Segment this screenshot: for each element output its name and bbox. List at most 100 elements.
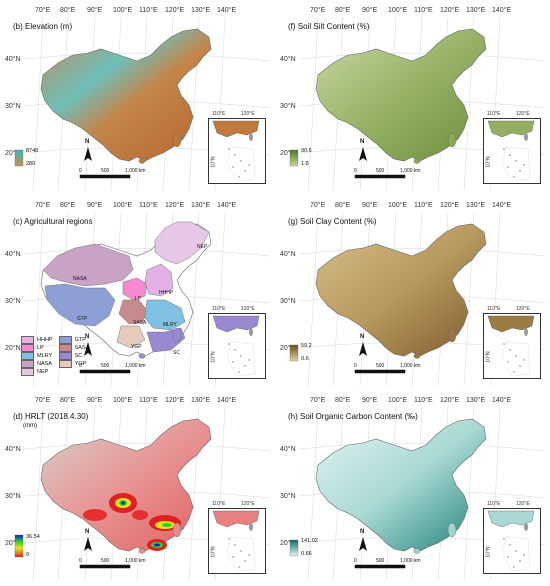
scale-label: 1,000 km — [400, 363, 421, 369]
scale-label: 500 — [376, 558, 385, 564]
panel-title: (g) Soil Clay Content (%) — [288, 217, 377, 226]
region-label: HHHP — [159, 290, 174, 296]
north-arrow-icon — [359, 342, 367, 356]
scale-label: 0 — [79, 558, 82, 564]
latitude-label: 40°N — [280, 56, 296, 63]
longitude-label: 80°E — [335, 7, 351, 14]
longitude-label: 80°E — [60, 202, 76, 209]
longitude-label: 70°E — [35, 7, 51, 14]
longitude-label: 140°E — [217, 7, 237, 14]
latitude-label: 40°N — [280, 446, 296, 453]
scale-label: 500 — [376, 363, 385, 369]
longitude-label: 120°E — [440, 7, 460, 14]
longitude-label: 80°E — [335, 397, 351, 404]
longitude-label: 130°E — [191, 7, 211, 14]
scale-label: 500 — [376, 168, 385, 174]
island-shape — [172, 132, 182, 148]
scale-label: 500 — [101, 168, 110, 174]
south-china-sea-inset: 110°E 120°E 10°N — [208, 501, 266, 574]
latitude-label: 30°N — [280, 493, 296, 500]
north-arrow-icon — [359, 147, 367, 161]
legend-max-value: 141.02 — [301, 538, 318, 544]
longitude-label: 100°E — [113, 202, 133, 209]
region-swatch — [58, 352, 72, 360]
legend-colorbar — [289, 539, 299, 557]
latitude-label: 20°N — [280, 150, 296, 157]
longitude-label: 110°E — [414, 397, 433, 404]
region-legend: HHHP GTP LP SASA MLRY SC NASA YGP NEP — [21, 336, 89, 376]
scale-label: 0 — [354, 168, 357, 174]
latitude-label: 40°N — [5, 56, 21, 63]
inset-lon-label: 120°E — [516, 501, 530, 507]
region-label: GTP — [77, 316, 88, 322]
longitude-label: 120°E — [440, 397, 460, 404]
south-china-sea-inset: 110°E 120°E 10°N — [483, 306, 541, 379]
longitude-label: 130°E — [466, 7, 486, 14]
island-shape — [413, 548, 421, 554]
longitude-label: 130°E — [466, 397, 486, 404]
region-legend-item: HHHP — [21, 336, 53, 344]
region-gtp — [44, 283, 116, 327]
inset-lon-label: 110°E — [212, 111, 226, 117]
longitude-label: 100°E — [388, 202, 408, 209]
panel-title: (c) Agricultural regions — [13, 217, 93, 226]
region-swatch — [21, 360, 34, 368]
longitude-label: 70°E — [35, 202, 51, 209]
panel-soil-silt: 70°E 80°E 90°E 100°E 110°E 120°E 130°E 140°E 40°… — [280, 5, 545, 191]
south-china-sea-inset: 110°E 120°E 10°N — [483, 501, 541, 574]
parallel-line — [299, 443, 545, 452]
inset-lon-label: 110°E — [212, 306, 226, 312]
parallel-line — [24, 53, 270, 62]
parallel-line — [299, 248, 545, 257]
longitude-label: 90°E — [362, 397, 378, 404]
latitude-label: 30°N — [5, 298, 21, 305]
unit-label: (mm) — [23, 423, 37, 429]
precipitation-hotspot — [121, 501, 125, 505]
inset-lon-label: 110°E — [487, 306, 501, 312]
panel-agricultural-regions: 70°E 80°E 90°E 100°E 110°E 120°E 130°E 140°E 40°… — [5, 200, 270, 386]
longitude-label: 120°E — [165, 397, 185, 404]
inset-map — [212, 510, 260, 572]
parallel-line — [299, 53, 545, 62]
inset-lon-label: 110°E — [487, 501, 501, 507]
scale-label: 500 — [101, 363, 110, 369]
legend-min-value: 0.66 — [301, 551, 312, 557]
longitude-label: 140°E — [492, 7, 512, 14]
inset-lon-label: 110°E — [487, 111, 501, 117]
region-code: MLRY — [37, 353, 53, 359]
longitude-label: 90°E — [362, 202, 378, 209]
longitude-label: 110°E — [414, 202, 433, 209]
inset-lon-label: 120°E — [516, 111, 530, 117]
panel-title: (h) Soil Organic Carbon Content (‰) — [288, 412, 418, 421]
island-shape — [413, 158, 421, 164]
longitude-label: 100°E — [113, 7, 133, 14]
region-swatch — [58, 360, 72, 368]
region-code: SC — [74, 353, 83, 359]
map-canvas — [289, 16, 545, 191]
panel-hrlt: 70°E 80°E 90°E 100°E 110°E 120°E 130°E 140°E 40°… — [5, 395, 270, 581]
latitude-label: 20°N — [5, 150, 21, 157]
scale-label: 1,000 km — [400, 168, 421, 174]
legend-colorbar — [289, 344, 299, 362]
latitude-label: 20°N — [280, 345, 296, 352]
legend-max-value: 36.54 — [26, 534, 40, 540]
north-label: N — [360, 334, 365, 340]
region-legend-item: SASA — [58, 344, 89, 352]
inset-map — [487, 315, 535, 377]
inset-map — [212, 120, 260, 182]
panel-title: (b) Elevation (m) — [13, 22, 73, 31]
scale-label: 1,000 km — [400, 558, 421, 564]
precipitation-hotspot — [154, 543, 160, 547]
panel-title: (f) Soil Silt Content (%) — [288, 22, 370, 31]
longitude-label: 130°E — [466, 202, 486, 209]
latitude-label: 20°N — [5, 540, 21, 547]
region-code: NEP — [37, 369, 49, 375]
region-label: NASA — [73, 276, 87, 282]
region-label: SC — [173, 350, 180, 356]
latitude-label: 30°N — [5, 493, 21, 500]
north-label: N — [360, 529, 365, 535]
inset-lon-label: 120°E — [241, 111, 255, 117]
region-ygp — [116, 325, 146, 349]
scale-label: 0 — [354, 558, 357, 564]
island-shape — [138, 353, 146, 359]
